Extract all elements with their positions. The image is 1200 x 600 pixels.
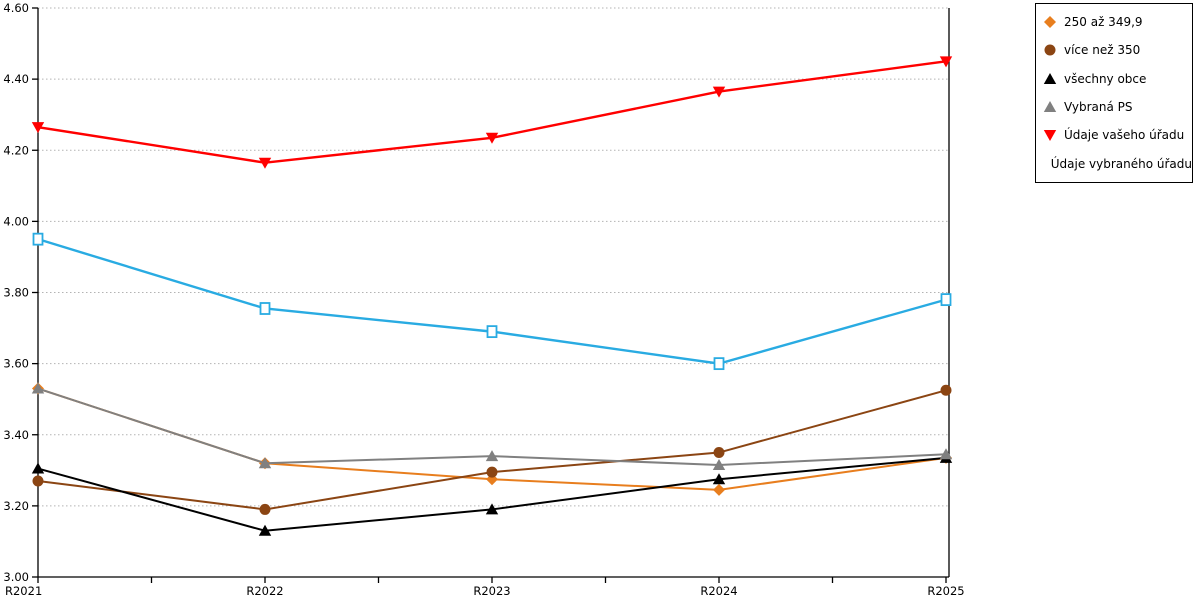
legend-item: Údaje vašeho úřadu bbox=[1043, 127, 1192, 143]
triangle-down-marker bbox=[1043, 130, 1057, 142]
triangle-up-marker bbox=[1043, 72, 1057, 84]
legend-label: 250 až 349,9 bbox=[1064, 15, 1143, 30]
square-open-marker bbox=[940, 293, 952, 307]
y-tick-label: 4.00 bbox=[3, 214, 29, 228]
triangle-down-icon bbox=[1043, 130, 1057, 142]
x-tick-label: R2025 bbox=[927, 584, 964, 598]
legend-item: Údaje vybraného úřadu bbox=[1043, 156, 1192, 172]
y-tick-label: 3.40 bbox=[3, 428, 29, 442]
series-1 bbox=[32, 382, 952, 496]
series-line bbox=[37, 389, 947, 511]
diamond-marker bbox=[713, 483, 725, 496]
square-open-marker bbox=[32, 232, 44, 246]
legend-item: 250 až 349,9 bbox=[1043, 14, 1192, 30]
diamond-icon bbox=[1044, 16, 1056, 29]
legend-label: Údaje vybraného úřadu bbox=[1050, 156, 1192, 171]
triangle-down-marker bbox=[258, 157, 272, 169]
series-line bbox=[37, 238, 947, 365]
circle-marker bbox=[259, 503, 271, 515]
triangle-up-marker bbox=[939, 448, 953, 460]
series-3 bbox=[31, 451, 953, 536]
triangle-up-marker bbox=[712, 458, 726, 470]
y-tick-label: 4.40 bbox=[3, 72, 29, 86]
circle-marker bbox=[713, 447, 725, 459]
triangle-up-marker bbox=[258, 524, 272, 536]
triangle-up-marker bbox=[485, 450, 499, 462]
square-open-marker bbox=[486, 325, 498, 339]
legend-item: více než 350 bbox=[1043, 42, 1192, 58]
chart-legend: 250 až 349,9 více než 350 všechny obce Vybr… bbox=[1035, 3, 1193, 183]
circle-marker bbox=[32, 475, 44, 487]
legend-item: Vybraná PS bbox=[1043, 99, 1192, 115]
legend-label: více než 350 bbox=[1064, 43, 1141, 58]
circle-marker bbox=[940, 384, 952, 396]
triangle-up-marker bbox=[258, 457, 272, 469]
triangle-up-icon bbox=[1043, 101, 1057, 113]
square-open-marker bbox=[259, 302, 271, 315]
triangle-down-marker bbox=[485, 132, 499, 144]
y-tick-label: 4.20 bbox=[3, 143, 29, 157]
legend-item: všechny obce bbox=[1043, 71, 1192, 87]
triangle-down-marker bbox=[712, 86, 726, 98]
series-4 bbox=[31, 382, 953, 470]
series-2 bbox=[32, 384, 952, 515]
diamond-marker bbox=[1044, 16, 1056, 29]
legend-label: Údaje vašeho úřadu bbox=[1064, 128, 1185, 143]
x-tick-label: R2023 bbox=[473, 584, 510, 598]
series-line bbox=[37, 60, 947, 164]
circle-marker bbox=[1044, 44, 1056, 56]
x-tick-label: R2024 bbox=[700, 584, 737, 598]
y-tick-label: 4.60 bbox=[3, 1, 29, 15]
series-5 bbox=[31, 56, 953, 169]
x-tick-label: R2021 bbox=[5, 584, 42, 598]
square-open-icon bbox=[1043, 157, 1044, 171]
square-open-marker bbox=[713, 357, 725, 371]
triangle-up-marker bbox=[31, 382, 45, 394]
triangle-up-icon bbox=[1043, 72, 1057, 84]
circle-marker bbox=[486, 466, 498, 478]
y-tick-label: 3.80 bbox=[3, 286, 29, 300]
y-tick-label: 3.60 bbox=[3, 357, 29, 371]
legend-label: všechny obce bbox=[1064, 71, 1147, 86]
triangle-up-marker bbox=[712, 473, 726, 485]
circle-icon bbox=[1044, 44, 1056, 56]
triangle-down-marker bbox=[939, 56, 953, 68]
legend-label: Vybraná PS bbox=[1064, 100, 1133, 115]
y-tick-label: 3.00 bbox=[3, 570, 29, 584]
triangle-up-marker bbox=[485, 503, 499, 515]
y-tick-label: 3.20 bbox=[3, 499, 29, 513]
series-6 bbox=[32, 232, 952, 371]
x-tick-label: R2022 bbox=[246, 584, 283, 598]
triangle-down-marker bbox=[31, 122, 45, 134]
triangle-up-marker bbox=[1043, 101, 1057, 113]
triangle-up-marker bbox=[31, 462, 45, 474]
